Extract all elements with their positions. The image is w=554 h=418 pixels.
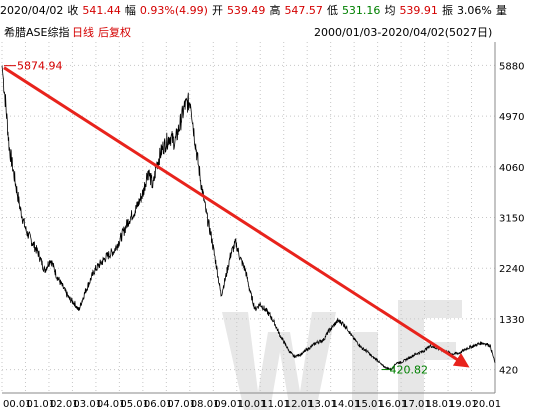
change-value: 0.93%(4.99) bbox=[139, 3, 208, 17]
x-tick-label: 19.01 bbox=[449, 399, 478, 410]
amplitude-value: 3.06% bbox=[456, 3, 492, 17]
x-tick-label: 16.01 bbox=[379, 399, 408, 410]
price-adjust-button[interactable]: 后复权 bbox=[98, 26, 131, 39]
avg-value: 539.91 bbox=[399, 3, 438, 17]
price-line bbox=[1, 65, 496, 371]
volume-label: 量 bbox=[495, 4, 507, 17]
quote-date: 2020/04/02 bbox=[0, 3, 64, 17]
x-tick-label: 07.01 bbox=[167, 399, 196, 410]
y-tick-label: 4970 bbox=[499, 112, 524, 123]
x-axis: 00.0101.0102.0103.0104.0105.0106.0107.01… bbox=[3, 399, 501, 410]
x-tick-label: 09.01 bbox=[214, 399, 243, 410]
y-tick-label: 1330 bbox=[499, 315, 524, 326]
x-tick-label: 04.01 bbox=[97, 399, 126, 410]
trend-arrow bbox=[3, 66, 470, 368]
watermark-logo bbox=[222, 300, 462, 410]
close-value: 541.44 bbox=[82, 3, 121, 17]
y-tick-label: 5880 bbox=[499, 61, 524, 72]
x-tick-label: 03.01 bbox=[73, 399, 102, 410]
chart-annotations: 5874.94 420.82 bbox=[3, 60, 470, 377]
max-label: 5874.94 bbox=[17, 60, 63, 73]
x-tick-label: 06.01 bbox=[144, 399, 173, 410]
x-tick-label: 13.01 bbox=[308, 399, 337, 410]
y-tick-label: 2240 bbox=[499, 264, 524, 275]
min-label: 420.82 bbox=[390, 364, 429, 377]
x-tick-label: 20.01 bbox=[473, 399, 502, 410]
x-tick-label: 14.01 bbox=[332, 399, 361, 410]
open-label: 开 bbox=[211, 4, 223, 17]
amplitude-label: 振 bbox=[441, 4, 453, 17]
x-tick-label: 05.01 bbox=[120, 399, 149, 410]
close-label: 收 bbox=[67, 4, 79, 17]
open-value: 539.49 bbox=[226, 3, 266, 17]
y-axis: 5880 4970 4060 3150 2240 1330 420 bbox=[499, 61, 524, 376]
y-tick-label: 420 bbox=[499, 366, 518, 377]
quote-info-bar: 2020/04/02 收 541.44 幅 0.93%(4.99) 开 539.… bbox=[0, 0, 554, 20]
x-tick-label: 08.01 bbox=[191, 399, 220, 410]
x-tick-label: 11.01 bbox=[261, 399, 290, 410]
chart-type-button[interactable]: 日线 bbox=[72, 26, 94, 39]
y-tick-label: 3150 bbox=[499, 214, 524, 225]
chart-subheader: 希腊ASE综指 日线 后复权 2000/01/03-2020/04/02(502… bbox=[0, 22, 554, 40]
x-tick-label: 15.01 bbox=[355, 399, 384, 410]
low-value: 531.16 bbox=[341, 3, 381, 17]
y-tick-label: 4060 bbox=[499, 163, 524, 174]
high-value: 547.57 bbox=[284, 3, 323, 17]
chart-grid bbox=[1, 42, 495, 393]
x-tick-label: 01.01 bbox=[26, 399, 55, 410]
low-label: 低 bbox=[326, 4, 338, 17]
x-tick-label: 17.01 bbox=[402, 399, 431, 410]
x-tick-label: 00.01 bbox=[3, 399, 32, 410]
price-series bbox=[1, 65, 496, 371]
x-tick-label: 10.01 bbox=[238, 399, 267, 410]
avg-label: 均 bbox=[384, 4, 396, 17]
date-range: 2000/01/03-2020/04/02(5027日) bbox=[314, 26, 493, 39]
high-label: 高 bbox=[269, 4, 281, 17]
change-label: 幅 bbox=[124, 4, 136, 17]
x-tick-label: 18.01 bbox=[426, 399, 455, 410]
index-name: 希腊ASE综指 bbox=[4, 26, 70, 39]
axis-frame bbox=[2, 42, 496, 394]
x-tick-label: 12.01 bbox=[285, 399, 314, 410]
x-tick-label: 02.01 bbox=[50, 399, 79, 410]
